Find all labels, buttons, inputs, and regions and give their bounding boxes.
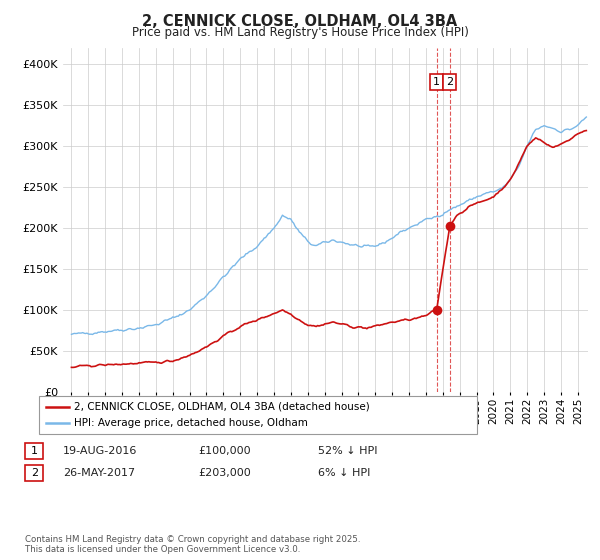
Text: HPI: Average price, detached house, Oldham: HPI: Average price, detached house, Oldh… [74, 418, 308, 428]
Text: 52% ↓ HPI: 52% ↓ HPI [318, 446, 377, 456]
Text: 2, CENNICK CLOSE, OLDHAM, OL4 3BA: 2, CENNICK CLOSE, OLDHAM, OL4 3BA [142, 14, 458, 29]
Text: 1: 1 [433, 77, 440, 87]
Text: Price paid vs. HM Land Registry's House Price Index (HPI): Price paid vs. HM Land Registry's House … [131, 26, 469, 39]
Text: Contains HM Land Registry data © Crown copyright and database right 2025.
This d: Contains HM Land Registry data © Crown c… [25, 535, 361, 554]
Text: 19-AUG-2016: 19-AUG-2016 [63, 446, 137, 456]
Text: 1: 1 [31, 446, 38, 456]
Text: 2: 2 [446, 77, 454, 87]
Text: £203,000: £203,000 [198, 468, 251, 478]
Text: 6% ↓ HPI: 6% ↓ HPI [318, 468, 370, 478]
Text: 2: 2 [31, 468, 38, 478]
Text: 26-MAY-2017: 26-MAY-2017 [63, 468, 135, 478]
Text: 2, CENNICK CLOSE, OLDHAM, OL4 3BA (detached house): 2, CENNICK CLOSE, OLDHAM, OL4 3BA (detac… [74, 402, 370, 412]
Text: £100,000: £100,000 [198, 446, 251, 456]
